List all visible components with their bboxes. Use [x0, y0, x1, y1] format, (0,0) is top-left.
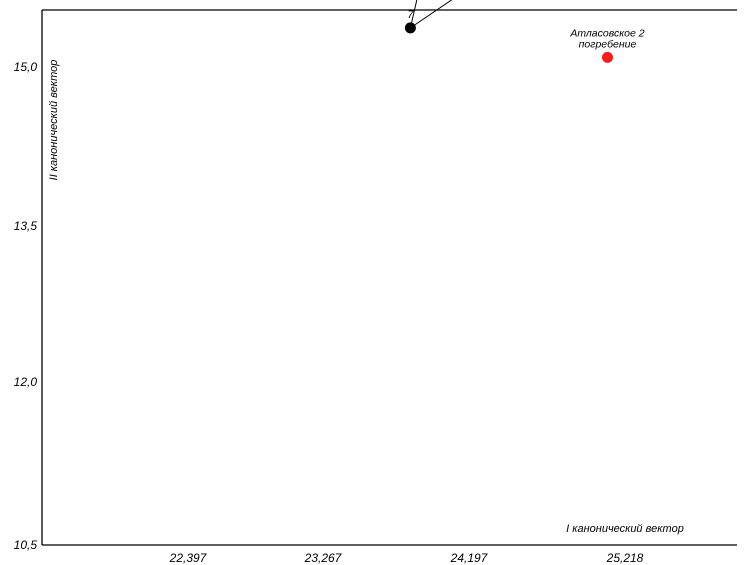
y-axis-label: II канонический вектор — [48, 60, 60, 181]
highlight-point — [602, 51, 614, 63]
x-tick-label: 25,218 — [606, 551, 644, 565]
data-point-7 — [404, 22, 416, 34]
data-points — [404, 22, 416, 34]
x-axis-label: I канонический вектор — [566, 523, 684, 535]
y-tick-label: 12,0 — [14, 375, 38, 389]
x-tick-label: 23,267 — [304, 551, 343, 565]
y-tick-label: 15,0 — [14, 60, 38, 74]
x-tick-label: 22,397 — [169, 551, 208, 565]
point-labels: 1234567891011121314151617181920212223242… — [407, 9, 414, 21]
y-tick-labels: 15,0 13,5 12,0 10,5 — [14, 60, 38, 552]
y-tick-label: 13,5 — [14, 219, 38, 233]
point-label-7: 7 — [407, 9, 414, 21]
x-tick-label: 24,197 — [450, 551, 489, 565]
group-edge-III — [410, 0, 453, 29]
highlight-label-line2: погребение — [579, 38, 637, 50]
highlight-annotation: Атласовское 2 погребение — [569, 27, 645, 63]
highlight-label-line1: Атласовское 2 — [569, 27, 644, 39]
x-tick-labels: 22,397 23,267 24,197 25,218 — [169, 551, 644, 565]
y-tick-label: 10,5 — [14, 538, 38, 552]
group-edges — [409, 0, 453, 29]
